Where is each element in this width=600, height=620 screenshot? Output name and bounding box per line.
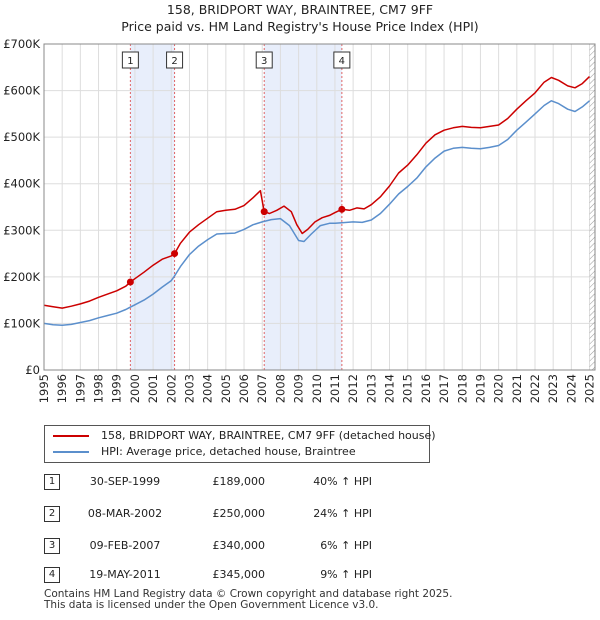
x-tick-label: 2005 — [219, 374, 233, 403]
legend: 158, BRIDPORT WAY, BRAINTREE, CM7 9FF (d… — [44, 425, 436, 463]
sale-date: 09-FEB-2007 — [89, 539, 161, 552]
future-hatch — [589, 44, 595, 370]
legend-label-hpi: HPI: Average price, detached house, Brai… — [101, 445, 356, 458]
footer-line-copyright: Contains HM Land Registry data © Crown c… — [44, 588, 453, 600]
sale-price: £345,000 — [212, 568, 266, 581]
sale-marker-box — [333, 51, 351, 69]
x-tick-label: 2018 — [455, 374, 469, 403]
sale-date: 08-MAR-2002 — [87, 507, 163, 520]
y-tick-label: £400K — [3, 177, 40, 191]
sale-hpi-change: 24% ↑ HPI — [313, 507, 372, 520]
x-tick-label: 1998 — [92, 374, 106, 403]
x-tick-label: 2015 — [401, 374, 415, 403]
sale-marker-box — [166, 51, 184, 69]
x-tick-label: 2004 — [201, 374, 215, 403]
x-tick-label: 2002 — [164, 374, 178, 403]
sale-number-badge: 1 — [44, 474, 60, 490]
sale-point — [260, 208, 268, 216]
x-tick-label: 2009 — [292, 374, 306, 403]
y-tick-label: £0 — [25, 363, 40, 377]
sale-marker-label: 2 — [171, 56, 177, 67]
sale-date: 19-MAY-2011 — [89, 568, 161, 581]
x-tick-label: 2022 — [528, 374, 542, 403]
sale-hpi-change: 40% ↑ HPI — [313, 475, 372, 488]
sale-marker-label: 3 — [261, 56, 267, 67]
x-tick-label: 2011 — [328, 374, 342, 403]
sale-marker-box — [255, 51, 273, 69]
x-tick-label: 2017 — [437, 374, 451, 403]
x-tick-label: 2006 — [237, 374, 251, 403]
x-tick-label: 2014 — [383, 374, 397, 403]
sale-number-badge: 3 — [44, 538, 60, 554]
x-tick-label: 2000 — [128, 374, 142, 403]
sale-price: £340,000 — [212, 539, 266, 552]
x-tick-label: 2023 — [546, 374, 560, 403]
sale-date: 30-SEP-1999 — [89, 475, 161, 488]
x-tick-label: 2007 — [255, 374, 269, 403]
sale-price: £250,000 — [212, 507, 266, 520]
chart-subtitle: Price paid vs. HM Land Registry's House … — [121, 19, 479, 34]
x-tick-label: 1996 — [55, 374, 69, 403]
y-tick-label: £500K — [3, 130, 40, 144]
legend-label-property: 158, BRIDPORT WAY, BRAINTREE, CM7 9FF (d… — [101, 429, 436, 442]
x-tick-label: 2012 — [346, 374, 360, 403]
sale-price: £189,000 — [212, 475, 266, 488]
x-tick-label: 1995 — [37, 374, 51, 403]
legend-swatch-hpi — [53, 451, 89, 453]
series-line — [43, 76, 591, 309]
sale-point — [338, 205, 346, 213]
x-tick-label: 1999 — [110, 374, 124, 403]
x-tick-label: 2025 — [583, 374, 597, 403]
shaded-period — [130, 44, 175, 370]
plot-frame — [43, 43, 596, 371]
x-tick-label: 2016 — [419, 374, 433, 403]
sale-hpi-change: 6% ↑ HPI — [320, 539, 372, 552]
y-tick-label: £200K — [3, 270, 40, 284]
y-tick-label: £600K — [3, 84, 40, 98]
sale-marker-label: 1 — [127, 56, 133, 67]
series-line — [43, 100, 590, 327]
sale-point — [171, 250, 179, 258]
price-chart: 1 2 3 4 £0 £100K £200K £300K £400K £500K £600K £700… — [3, 37, 597, 403]
legend-swatch-property — [53, 435, 89, 437]
y-tick-label: £100K — [3, 316, 40, 330]
x-tick-label: 2013 — [364, 374, 378, 403]
sale-point — [126, 278, 134, 286]
shaded-period — [264, 44, 342, 370]
sale-number-badge: 2 — [44, 506, 60, 522]
x-tick-label: 2001 — [146, 374, 160, 403]
x-tick-label: 2003 — [182, 374, 196, 403]
x-tick-label: 1997 — [73, 374, 87, 403]
footer-line-licence: This data is licensed under the Open Gov… — [44, 599, 379, 611]
sale-marker-box — [121, 51, 139, 69]
footer-attribution: Contains HM Land Registry data © Crown c… — [44, 589, 452, 611]
x-tick-label: 2010 — [310, 374, 324, 403]
x-tick-label: 2020 — [492, 374, 506, 403]
sale-number-badge: 4 — [44, 567, 60, 583]
x-tick-label: 2024 — [564, 374, 578, 403]
y-tick-label: £300K — [3, 223, 40, 237]
x-tick-label: 2019 — [473, 374, 487, 403]
x-tick-label: 2021 — [510, 374, 524, 403]
y-tick-label: £700K — [3, 37, 40, 51]
sale-hpi-change: 9% ↑ HPI — [320, 568, 372, 581]
sale-marker-label: 4 — [339, 56, 345, 67]
chart-title: 158, BRIDPORT WAY, BRAINTREE, CM7 9FF — [166, 2, 434, 17]
x-tick-label: 2008 — [273, 374, 287, 403]
